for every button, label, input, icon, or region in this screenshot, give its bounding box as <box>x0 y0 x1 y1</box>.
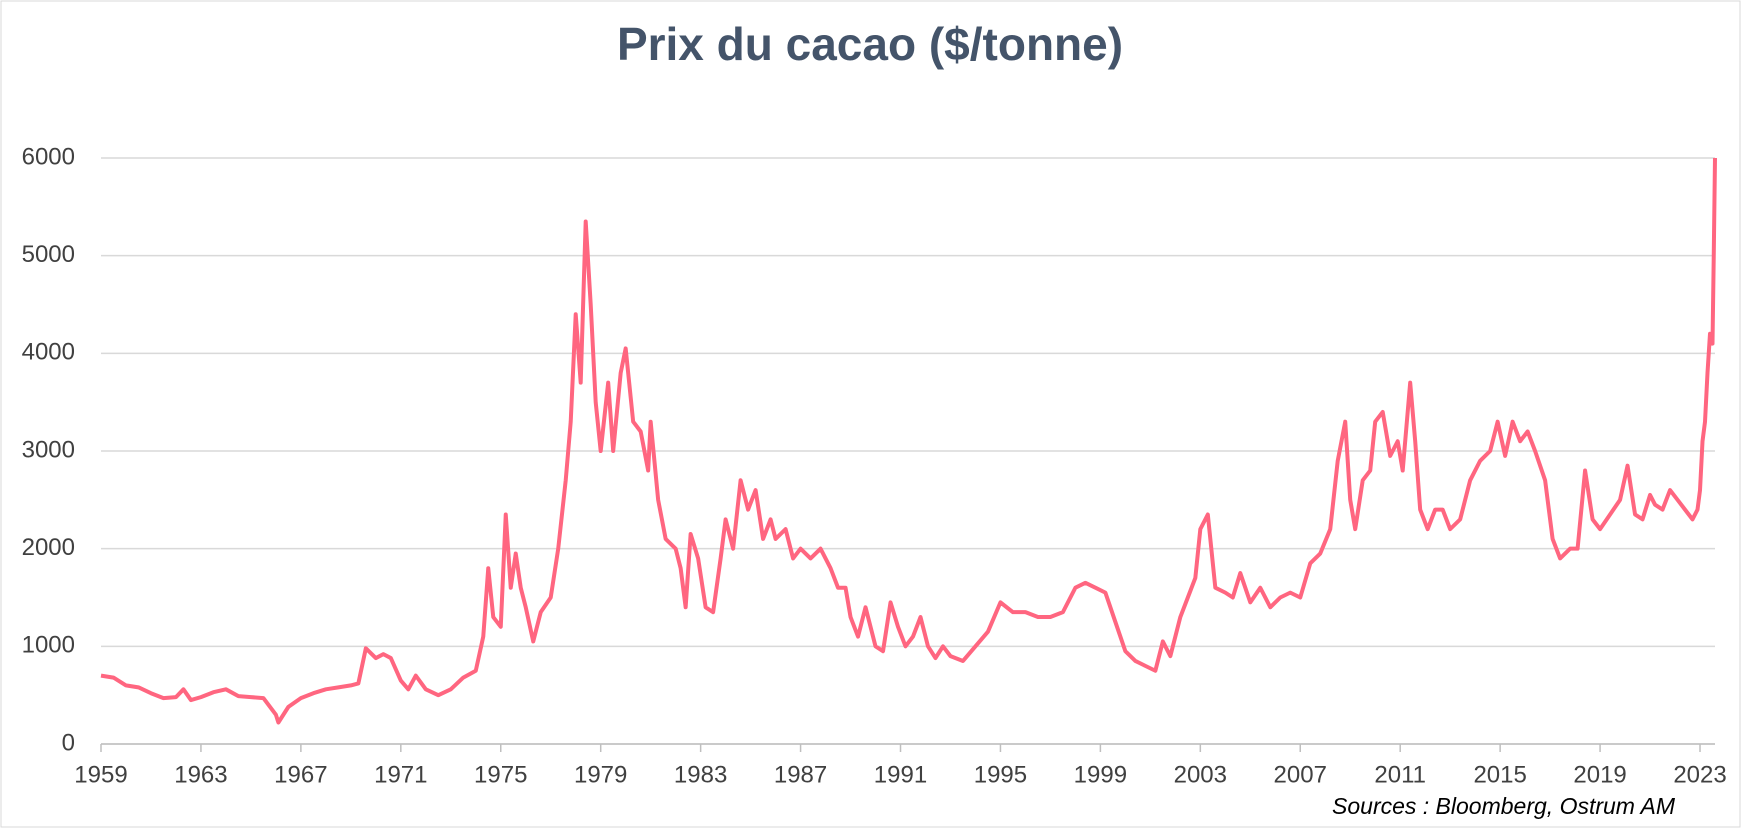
y-tick-label: 3000 <box>22 436 75 463</box>
x-tick-label: 1999 <box>1074 761 1127 788</box>
y-tick-label: 0 <box>62 729 75 756</box>
x-tick-label: 2007 <box>1274 761 1327 788</box>
x-tick-label: 1975 <box>474 761 527 788</box>
price-line <box>100 157 1717 725</box>
x-tick-label: 1979 <box>574 761 627 788</box>
x-tick-label: 2015 <box>1473 761 1526 788</box>
source-note: Sources : Bloomberg, Ostrum AM <box>1332 793 1676 819</box>
x-tick-label: 2023 <box>1673 761 1726 788</box>
x-tick-label: 1991 <box>874 761 927 788</box>
x-tick-label: 1967 <box>274 761 327 788</box>
x-tick-label: 1987 <box>774 761 827 788</box>
x-tick-label: 1963 <box>174 761 227 788</box>
x-tick-label: 1995 <box>974 761 1027 788</box>
chart-title: Prix du cacao ($/tonne) <box>617 18 1123 70</box>
x-tick-label: 2011 <box>1374 761 1426 788</box>
y-tick-label: 1000 <box>22 632 75 659</box>
y-tick-label: 4000 <box>22 339 75 366</box>
y-tick-label: 5000 <box>22 241 75 268</box>
y-tick-label: 6000 <box>22 143 75 170</box>
y-tick-label: 2000 <box>22 534 75 561</box>
x-tick-label: 2003 <box>1174 761 1227 788</box>
x-tick-label: 1959 <box>74 761 127 788</box>
x-tick-label: 2019 <box>1573 761 1626 788</box>
x-tick-label: 1983 <box>674 761 727 788</box>
x-tick-label: 1971 <box>374 761 427 788</box>
